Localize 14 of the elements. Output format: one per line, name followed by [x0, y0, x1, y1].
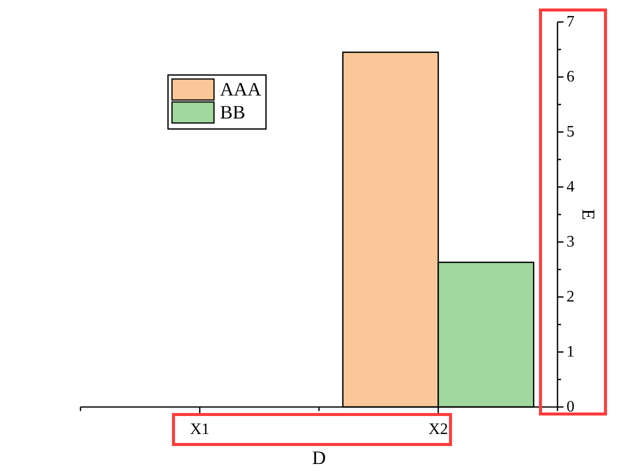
y-tick-label: 1 [566, 344, 574, 360]
x-tick-label: X2 [428, 421, 448, 438]
y-tick-label: 4 [566, 178, 574, 196]
legend-label: AAA [220, 80, 262, 100]
x-tick-label: X1 [190, 421, 210, 438]
y-tick-label: 5 [566, 124, 574, 140]
y-tick-label: 2 [566, 288, 574, 306]
y-tick-label: 6 [566, 68, 574, 86]
x-axis-title: D [312, 448, 326, 469]
y-tick-label: 3 [566, 234, 574, 250]
legend-label: BB [220, 102, 246, 124]
y-axis-title: E [578, 209, 598, 220]
y-tick-label: 0 [566, 398, 574, 416]
y-tick-label: 7 [566, 14, 574, 30]
